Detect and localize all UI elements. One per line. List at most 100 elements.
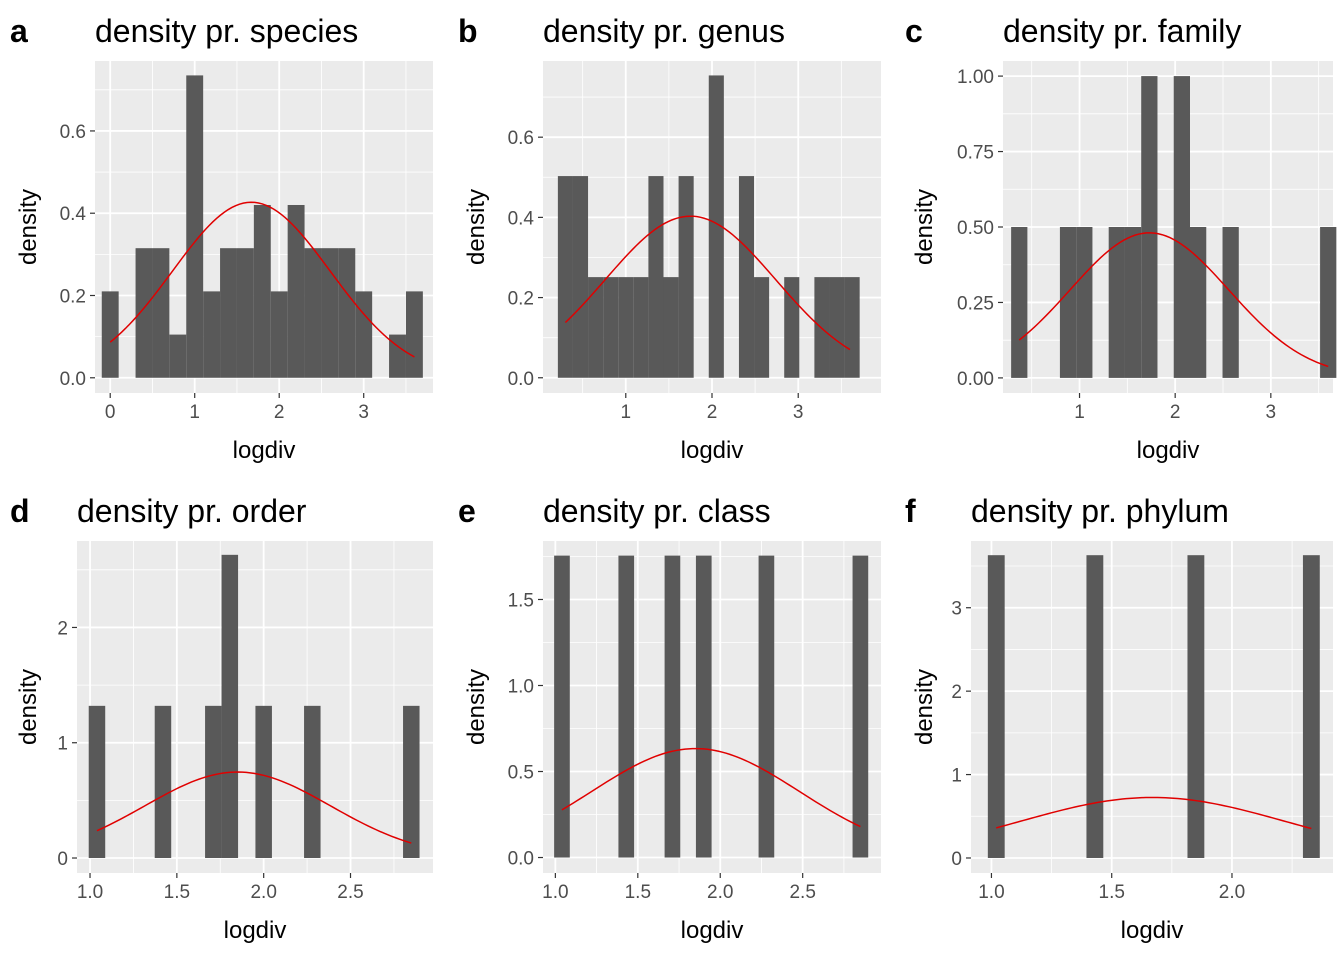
normal-curve: [109, 201, 415, 358]
histogram-bar: [304, 248, 322, 378]
histogram-bar: [338, 248, 356, 378]
histogram-bar: [678, 176, 694, 378]
normal-curve: [561, 747, 861, 828]
y-tick-label: 0.0: [508, 369, 534, 390]
y-tick-label: 0.2: [508, 289, 534, 310]
histogram-bar: [1108, 227, 1125, 378]
histogram-bar: [1141, 76, 1158, 378]
x-tick-label: 2.5: [337, 882, 363, 903]
panel-letter: e: [458, 493, 476, 529]
histogram-bar: [554, 555, 570, 858]
panel-title: density pr. family: [1003, 13, 1241, 49]
histogram-bar: [829, 277, 845, 378]
panel-b: 1 2 3 0.0 0.2 0.4 0.6 logdiv density b density pr.…: [458, 13, 881, 464]
y-tick-label: 0.4: [60, 204, 87, 225]
x-tick-label: 1.0: [77, 882, 103, 903]
y-tick-label: 0: [57, 849, 68, 870]
panel-letter: f: [905, 493, 916, 529]
y-tick-label: 2: [951, 682, 962, 703]
histogram-bar: [664, 555, 681, 858]
y-tick-label: 0.25: [957, 293, 994, 314]
histogram-bar: [135, 248, 153, 378]
x-tick-label: 2.0: [1219, 882, 1245, 903]
x-tick-label: 2.0: [707, 882, 733, 903]
y-tick-label: 0.75: [957, 143, 994, 164]
histogram-bar: [255, 705, 272, 859]
x-axis-title: logdiv: [224, 917, 287, 944]
histogram-bar: [758, 555, 775, 858]
normal-curve: [564, 215, 851, 351]
histogram-bar: [1190, 227, 1207, 378]
histogram-bar: [1187, 555, 1205, 858]
x-tick-label: 1.5: [625, 882, 651, 903]
panel-title: density pr. order: [77, 493, 307, 529]
x-tick-label: 1.0: [978, 882, 1004, 903]
histogram-bar: [1302, 555, 1320, 858]
y-tick-label: 0.6: [60, 122, 86, 143]
histogram-bar: [738, 176, 755, 378]
panel-letter: a: [10, 13, 28, 49]
histogram-bar: [844, 277, 860, 378]
y-tick-label: 0: [951, 849, 962, 870]
x-axis-title: logdiv: [1121, 917, 1184, 944]
y-tick-label: 0.0: [60, 369, 86, 390]
x-axis-title: logdiv: [681, 437, 744, 464]
histogram-bar: [1320, 227, 1337, 378]
histogram-bar: [88, 705, 106, 859]
panel-d: 1.0 1.5 2.0 2.5 0 1 2 logdiv density d density pr.…: [10, 493, 433, 944]
y-tick-label: 0.0: [508, 849, 534, 870]
y-tick-label: 0.2: [60, 286, 86, 307]
histogram-bar: [321, 248, 339, 378]
y-tick-label: 3: [951, 599, 962, 620]
y-axis-title: density: [15, 189, 42, 265]
panel-e: 1.0 1.5 2.0 2.5 0.0 0.5 1.0 1.5 logdiv density e de…: [458, 493, 881, 944]
x-tick-label: 3: [793, 402, 804, 423]
panel-title: density pr. phylum: [971, 493, 1229, 529]
histogram-bar: [1124, 227, 1142, 378]
histogram-bar: [1011, 227, 1028, 378]
histogram-bar: [648, 176, 664, 378]
histogram-bar: [287, 204, 305, 378]
y-tick-label: 0.50: [957, 218, 994, 239]
panel-title: density pr. class: [543, 493, 771, 529]
histogram-bar: [186, 75, 204, 378]
histogram-bar: [1222, 227, 1239, 378]
panel-letter: c: [905, 13, 923, 49]
y-tick-label: 2: [57, 618, 68, 639]
x-tick-label: 2: [1170, 402, 1181, 423]
histogram-bar: [1173, 76, 1190, 378]
x-tick-label: 1.5: [1099, 882, 1125, 903]
x-tick-label: 2.5: [789, 882, 815, 903]
x-axis-title: logdiv: [233, 437, 296, 464]
histogram-bar: [389, 334, 406, 378]
histogram-bar: [663, 277, 679, 378]
panel-a: 0 1 2 3 0.0 0.2 0.4 0.6 logdiv density a density pr…: [10, 13, 433, 464]
x-tick-label: 1: [189, 402, 200, 423]
histogram-bar: [355, 291, 373, 378]
x-tick-label: 2: [707, 402, 718, 423]
histogram-bar: [695, 555, 712, 858]
histogram-bar: [203, 291, 221, 378]
histogram-bar: [101, 291, 119, 378]
histogram-bar: [588, 277, 604, 378]
y-tick-label: 1.00: [957, 67, 994, 88]
histogram-bar: [253, 204, 271, 378]
y-tick-label: 1: [57, 734, 68, 755]
panel-title: density pr. species: [95, 13, 358, 49]
histogram-bar: [852, 555, 869, 858]
normal-curve: [1018, 232, 1329, 368]
panel-c: 1 2 3 0.00 0.25 0.50 0.75 1.00 logdiv density c den…: [905, 13, 1337, 464]
x-axis-title: logdiv: [1137, 437, 1200, 464]
panel-letter: d: [10, 493, 30, 529]
y-tick-label: 0.4: [508, 208, 535, 229]
histogram-bar: [403, 705, 420, 859]
x-tick-label: 0: [105, 402, 116, 423]
histogram-bar: [572, 176, 589, 378]
histogram-bar: [169, 334, 187, 378]
histogram-bar: [754, 277, 770, 378]
histogram-bar: [557, 176, 573, 378]
x-tick-label: 3: [1266, 402, 1277, 423]
y-tick-label: 1: [951, 766, 962, 787]
histogram-bar: [220, 248, 237, 378]
